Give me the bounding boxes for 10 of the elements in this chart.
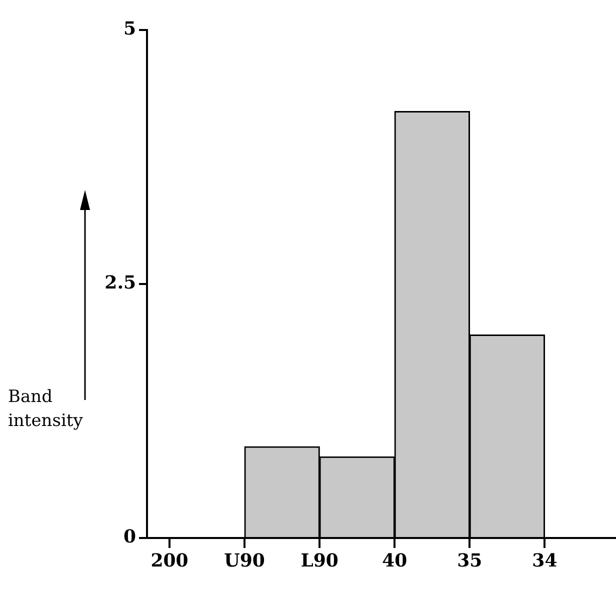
y-tick-label: 5 xyxy=(123,18,136,40)
x-tick-label: U90 xyxy=(224,550,265,572)
x-tick-label: 35 xyxy=(457,550,482,572)
x-tick-label: 200 xyxy=(150,550,188,572)
y-tick-label: 0 xyxy=(123,526,136,548)
y-tick-label: 2.5 xyxy=(104,272,136,294)
y-axis-title: Band intensity xyxy=(8,386,84,433)
x-tick-label: 34 xyxy=(532,550,558,572)
x-tick-label: 40 xyxy=(382,550,408,572)
x-tick-label: L90 xyxy=(300,550,338,572)
